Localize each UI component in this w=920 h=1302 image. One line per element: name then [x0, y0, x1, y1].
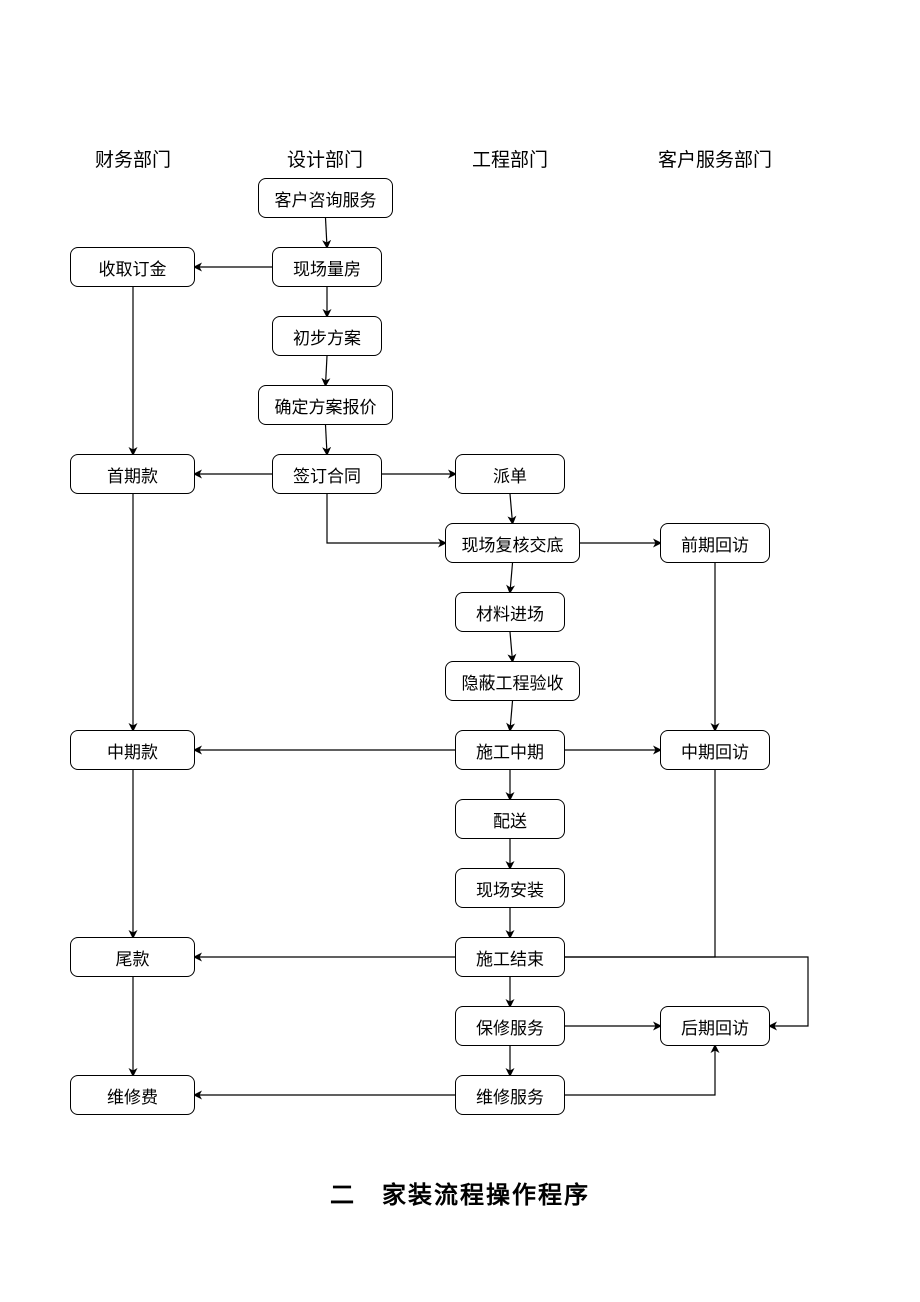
node-dispatch: 派单 — [455, 454, 565, 494]
node-plan: 初步方案 — [272, 316, 382, 356]
node-deposit: 收取订金 — [70, 247, 195, 287]
node-midwork: 施工中期 — [455, 730, 565, 770]
node-contract: 签订合同 — [272, 454, 382, 494]
node-material: 材料进场 — [455, 592, 565, 632]
node-finish: 施工结束 — [455, 937, 565, 977]
node-prefollow: 前期回访 — [660, 523, 770, 563]
node-consult: 客户咨询服务 — [258, 178, 393, 218]
column-header-finance: 财务部门 — [53, 145, 213, 172]
node-finalpay: 尾款 — [70, 937, 195, 977]
node-hidden: 隐蔽工程验收 — [445, 661, 580, 701]
column-header-design: 设计部门 — [245, 145, 405, 172]
node-warranty: 保修服务 — [455, 1006, 565, 1046]
node-measure: 现场量房 — [272, 247, 382, 287]
node-postfollow: 后期回访 — [660, 1006, 770, 1046]
flowchart-canvas: 财务部门 设计部门工程部门 客户服务部门客户咨询服务收取订金 现场量房初步方案确定方案… — [0, 0, 920, 1302]
node-install: 现场安装 — [455, 868, 565, 908]
node-midpay: 中期款 — [70, 730, 195, 770]
footer-title: 二 家装流程操作程序 — [0, 1175, 920, 1210]
node-delivery: 配送 — [455, 799, 565, 839]
node-repairfee: 维修费 — [70, 1075, 195, 1115]
node-review: 现场复核交底 — [445, 523, 580, 563]
node-midfollow: 中期回访 — [660, 730, 770, 770]
node-repair: 维修服务 — [455, 1075, 565, 1115]
node-firstpay: 首期款 — [70, 454, 195, 494]
column-header-project: 工程部门 — [430, 145, 590, 172]
column-header-service: 客户服务部门 — [635, 145, 795, 172]
node-quote: 确定方案报价 — [258, 385, 393, 425]
